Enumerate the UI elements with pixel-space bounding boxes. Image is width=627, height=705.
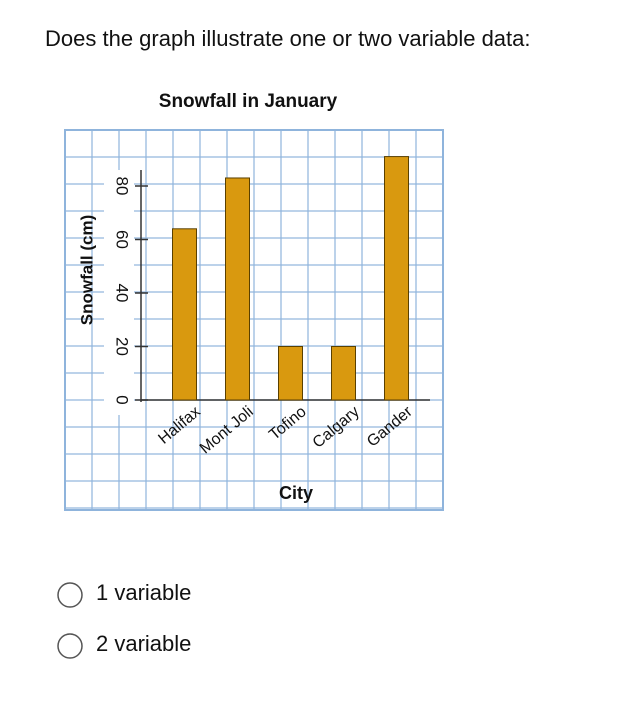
y-tick-label: 60: [113, 230, 132, 249]
bar: [172, 228, 197, 401]
y-axis-label: Snowfall (cm): [77, 215, 96, 326]
chart-title: Snowfall in January: [159, 91, 338, 112]
bar: [331, 346, 356, 401]
bar: [384, 156, 409, 401]
bar: [225, 177, 250, 401]
option-1[interactable]: 1 variable: [57, 580, 191, 608]
y-tick-label: 80: [113, 177, 132, 196]
bar: [278, 346, 303, 401]
radio[interactable]: [57, 633, 83, 659]
y-tick-label: 0: [113, 395, 132, 404]
y-tick-label: 20: [113, 337, 132, 356]
x-axis-label: City: [279, 483, 313, 503]
y-tick-label: 40: [113, 284, 132, 303]
tick-label-bg: [104, 170, 134, 415]
question: Does the graph illustrate one or two var…: [45, 26, 531, 51]
option-label[interactable]: 1 variable: [96, 580, 191, 605]
option-label[interactable]: 2 variable: [96, 631, 191, 656]
radio[interactable]: [57, 582, 83, 608]
option-2[interactable]: 2 variable: [57, 631, 191, 659]
